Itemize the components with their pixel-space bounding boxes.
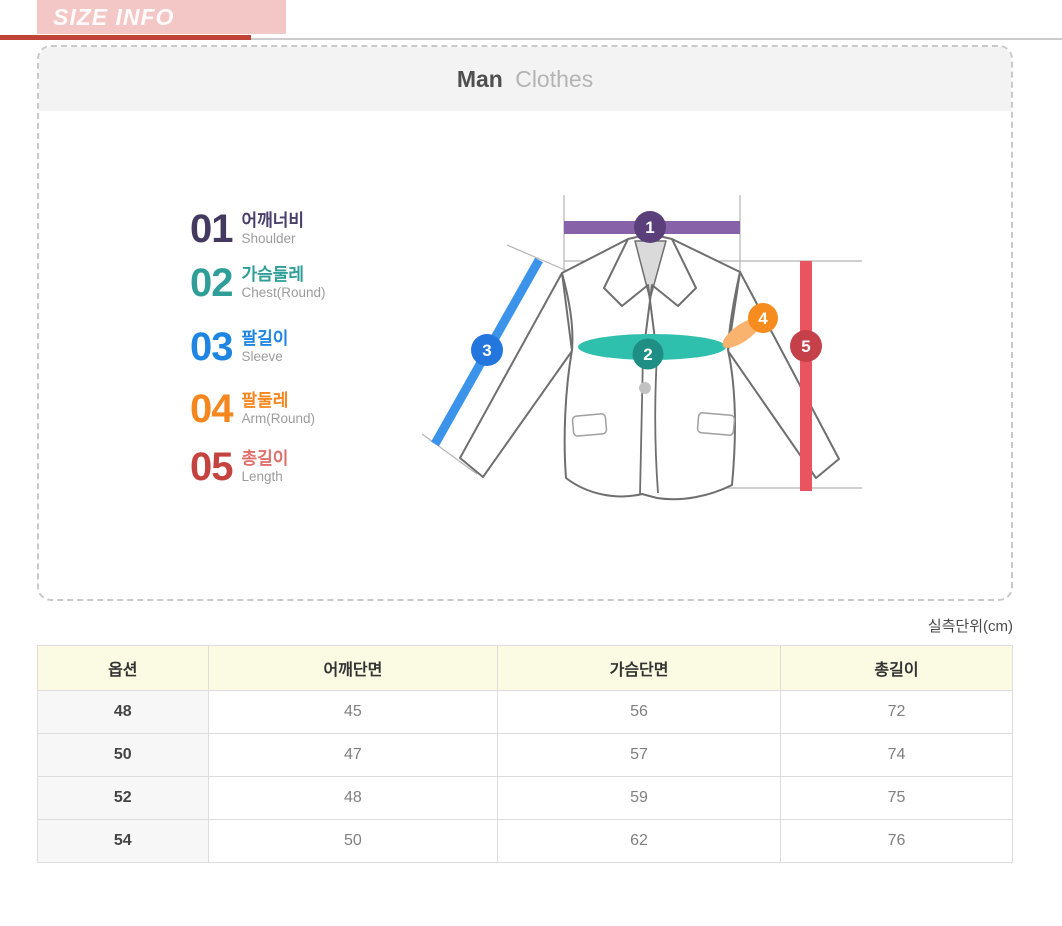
cell-value: 57 xyxy=(497,733,781,777)
legend-label-kr: 가슴둘레 xyxy=(241,265,305,284)
cell-value: 75 xyxy=(779,776,1014,820)
panel-title-main: Man xyxy=(456,66,503,92)
cell-option: 52 xyxy=(37,776,209,820)
legend-label-en: Chest(Round) xyxy=(241,284,326,300)
cell-option: 50 xyxy=(37,733,209,777)
legend-number: 02 xyxy=(190,261,233,305)
table-row: 48 45 56 72 xyxy=(37,690,1014,734)
marker-5-circle xyxy=(790,330,822,362)
marker-3-circle xyxy=(471,334,503,366)
legend-item-arm: 04 팔둘레 Arm(Round) xyxy=(190,387,316,431)
legend-number: 03 xyxy=(190,325,233,369)
cell-value: 56 xyxy=(497,690,781,734)
legend-label-kr: 총길이 xyxy=(241,449,289,468)
legend-item-chest: 02 가슴둘레 Chest(Round) xyxy=(190,261,326,305)
size-table: 옵션 어깨단면 가슴단면 총길이 48 45 56 72 50 47 57 74… xyxy=(37,645,1014,863)
cell-value: 72 xyxy=(779,690,1014,734)
cell-option: 48 xyxy=(37,690,209,734)
size-table-header-row: 옵션 어깨단면 가슴단면 총길이 xyxy=(37,645,1014,691)
marker-1-label: 1 xyxy=(645,218,654,237)
jacket-left-sleeve xyxy=(459,272,573,478)
cell-value: 50 xyxy=(207,819,499,863)
legend-item-shoulder: 01 어깨너비 Shoulder xyxy=(190,207,305,251)
header-divider-line xyxy=(0,38,1062,40)
column-header-option: 옵션 xyxy=(37,645,209,691)
measurement-unit-note: 실측단위(cm) xyxy=(927,618,1013,635)
jacket-measurement-diagram: 1 2 3 4 5 xyxy=(422,195,862,501)
cell-value: 45 xyxy=(207,690,499,734)
marker-4-circle xyxy=(748,303,778,333)
table-row: 52 48 59 75 xyxy=(37,776,1014,820)
measurement-markers: 1 2 3 4 5 xyxy=(431,211,822,491)
header-accent-underline xyxy=(0,35,251,40)
legend-item-sleeve: 03 팔길이 Sleeve xyxy=(190,325,289,369)
size-info-title-box: SIZE INFO xyxy=(37,0,286,34)
jacket-lapel-left xyxy=(603,238,658,356)
marker-1-circle xyxy=(634,211,666,243)
size-info-title: SIZE INFO xyxy=(53,4,175,30)
length-bar-marker xyxy=(800,261,812,491)
legend-item-length: 05 총길이 Length xyxy=(190,445,289,489)
column-header-chest: 가슴단면 xyxy=(497,645,781,691)
legend-number: 05 xyxy=(190,445,233,489)
marker-5-label: 5 xyxy=(801,337,810,356)
jacket-right-sleeve xyxy=(727,271,840,479)
legend-label-kr: 팔둘레 xyxy=(241,391,289,410)
legend-label-en: Length xyxy=(241,468,283,484)
jacket-button xyxy=(639,382,651,394)
marker-2-label: 2 xyxy=(643,345,652,364)
table-row: 54 50 62 76 xyxy=(37,819,1014,863)
section-header: SIZE INFO xyxy=(0,0,1062,40)
legend-label-en: Sleeve xyxy=(241,348,283,364)
cell-value: 59 xyxy=(497,776,781,820)
cell-value: 74 xyxy=(779,733,1014,777)
jacket-pocket-right xyxy=(696,412,736,436)
jacket-pocket-left xyxy=(571,413,608,437)
column-header-shoulder: 어깨단면 xyxy=(207,645,499,691)
legend-label-kr: 팔길이 xyxy=(241,329,289,348)
cell-value: 62 xyxy=(497,819,781,863)
marker-2-circle xyxy=(632,338,664,370)
marker-4-label: 4 xyxy=(758,309,768,328)
cell-option: 54 xyxy=(37,819,209,863)
legend-label-kr: 어깨너비 xyxy=(241,211,305,230)
panel-title-sub: Clothes xyxy=(515,66,594,92)
legend-label-en: Shoulder xyxy=(241,230,296,246)
table-row: 50 47 57 74 xyxy=(37,733,1014,777)
cell-value: 47 xyxy=(207,733,499,777)
cell-value: 48 xyxy=(207,776,499,820)
marker-3-label: 3 xyxy=(482,341,491,360)
size-guide-panel: Man Clothes 01 어깨너비 Shoulder 02 가슴둘레 Che… xyxy=(37,45,1013,601)
panel-title-band: Man Clothes xyxy=(39,47,1011,111)
jacket-lapel-right xyxy=(642,238,697,356)
legend-label-en: Arm(Round) xyxy=(241,410,316,426)
legend-number: 01 xyxy=(190,207,233,251)
column-header-length: 총길이 xyxy=(779,645,1014,691)
legend-number: 04 xyxy=(190,387,233,431)
cell-value: 76 xyxy=(779,819,1014,863)
jacket-front-opening xyxy=(639,354,659,496)
